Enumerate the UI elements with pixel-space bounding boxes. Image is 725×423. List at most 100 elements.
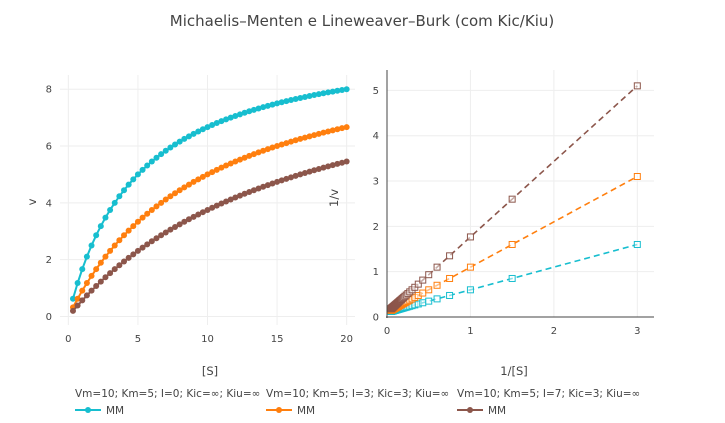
- mm-data-point: [107, 247, 114, 254]
- mm-data-point: [306, 168, 313, 175]
- right-y-axis-title: 1/v: [327, 189, 341, 207]
- mm-data-point: [107, 270, 114, 277]
- lb-data-point: [433, 281, 441, 289]
- mm-data-point: [139, 244, 146, 251]
- mm-data-point: [311, 92, 318, 99]
- mm-data-point: [325, 89, 332, 96]
- mm-data-point: [199, 126, 206, 133]
- mm-data-point: [134, 218, 141, 225]
- mm-data-point: [93, 232, 100, 239]
- y-tick-label: 0: [373, 313, 379, 324]
- mm-data-point: [125, 227, 132, 234]
- lb-data-point: [446, 274, 454, 282]
- mm-data-point: [213, 120, 220, 127]
- mm-data-point: [315, 130, 322, 137]
- mm-data-point: [297, 94, 304, 101]
- mm-data-point: [121, 187, 128, 194]
- lb-data-point: [633, 240, 641, 248]
- mm-data-point: [74, 295, 81, 302]
- mm-data-point: [130, 176, 137, 183]
- mm-data-point: [274, 143, 281, 150]
- mm-data-point: [325, 163, 332, 170]
- mm-data-point: [181, 184, 188, 191]
- mm-data-point: [232, 158, 239, 165]
- mm-data-point: [195, 176, 202, 183]
- x-tick-label: 5: [135, 334, 141, 345]
- legend-item-label: MM: [488, 405, 506, 417]
- lb-plot: 0 1 2 3 0 1 2 3 4 5: [373, 70, 654, 337]
- mm-data-point: [176, 138, 183, 145]
- mm-data-point: [339, 159, 346, 166]
- mm-data-point: [158, 151, 165, 158]
- lb-data-point: [425, 271, 433, 279]
- mm-data-point: [227, 160, 234, 167]
- mm-data-point: [185, 216, 192, 223]
- lb-data-point: [419, 299, 427, 307]
- mm-data-point: [162, 147, 169, 154]
- x-tick-label: 0: [65, 334, 71, 345]
- x-tick-label: 0: [384, 326, 390, 337]
- lb-data-point: [508, 240, 516, 248]
- y-tick-label: 8: [46, 85, 52, 96]
- mm-data-point: [250, 106, 257, 113]
- mm-data-point: [218, 200, 225, 207]
- mm-data-point: [274, 178, 281, 185]
- mm-data-point: [176, 221, 183, 228]
- mm-series-line-3: [72, 160, 347, 312]
- mm-data-point: [264, 102, 271, 109]
- mm-data-point: [311, 167, 318, 174]
- mm-data-point: [213, 202, 220, 209]
- mm-data-point: [301, 93, 308, 100]
- legend-group-title: Vm=10; Km=5; I=7; Kic=3; Kiu=∞: [457, 388, 640, 400]
- mm-data-point: [111, 266, 118, 273]
- mm-data-point: [195, 211, 202, 218]
- mm-data-point: [153, 203, 160, 210]
- mm-data-point: [116, 237, 123, 244]
- lb-data-point: [446, 252, 454, 260]
- mm-data-point: [274, 100, 281, 107]
- mm-data-point: [297, 135, 304, 142]
- mm-data-point: [144, 162, 151, 169]
- legend-marker-icon: [276, 407, 282, 413]
- mm-data-point: [301, 170, 308, 177]
- mm-data-point: [130, 251, 137, 258]
- mm-data-point: [97, 259, 104, 266]
- mm-data-point: [79, 297, 86, 304]
- mm-series-line-2: [72, 126, 347, 308]
- mm-data-point: [250, 187, 257, 194]
- mm-data-point: [343, 158, 350, 165]
- mm-data-point: [213, 166, 220, 173]
- lb-data-point: [466, 263, 474, 271]
- lb-data-point: [433, 295, 441, 303]
- mm-data-point: [278, 177, 285, 184]
- y-tick-label: 6: [46, 142, 52, 153]
- mm-data-point: [343, 86, 350, 93]
- mm-data-point: [297, 171, 304, 178]
- mm-data-point: [74, 280, 81, 287]
- mm-data-point: [93, 283, 100, 290]
- x-tick-label: 10: [201, 334, 214, 345]
- mm-data-point: [116, 193, 123, 200]
- mm-data-point: [269, 180, 276, 187]
- lb-data-point: [466, 286, 474, 294]
- mm-data-point: [172, 190, 179, 197]
- mm-data-point: [88, 287, 95, 294]
- lb-data-point: [425, 286, 433, 294]
- mm-data-point: [320, 129, 327, 136]
- mm-data-point: [223, 198, 230, 205]
- mm-data-point: [167, 193, 174, 200]
- mm-data-point: [287, 174, 294, 181]
- mm-data-point: [111, 242, 118, 249]
- legend-item-label: MM: [297, 405, 315, 417]
- mm-data-point: [93, 266, 100, 273]
- mm-data-point: [97, 278, 104, 285]
- mm-data-point: [255, 105, 262, 112]
- mm-data-point: [283, 175, 290, 182]
- mm-data-point: [148, 206, 155, 213]
- mm-data-point: [306, 92, 313, 99]
- mm-data-point: [121, 232, 128, 239]
- mm-data-point: [181, 218, 188, 225]
- mm-data-point: [185, 181, 192, 188]
- x-tick-label: 1: [467, 326, 473, 337]
- mm-data-point: [209, 122, 216, 129]
